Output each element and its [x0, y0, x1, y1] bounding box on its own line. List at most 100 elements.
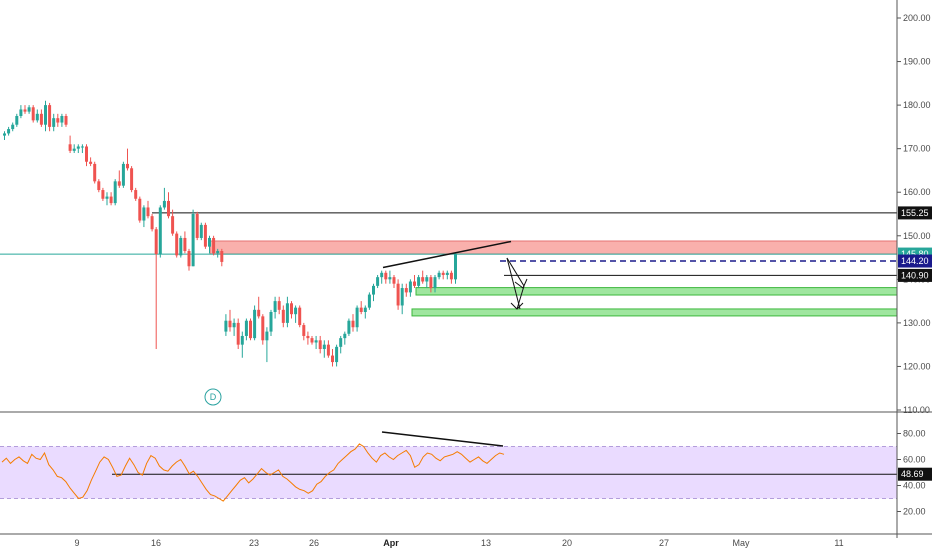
price-axis-tick-label: 180.00 [903, 100, 931, 110]
candle-body [97, 181, 101, 191]
candle-body [277, 301, 281, 310]
candle-body [35, 113, 39, 121]
candle-body [318, 340, 322, 350]
session-marker[interactable]: D [204, 388, 222, 406]
price-axis-tick-label: 110.00 [903, 405, 930, 415]
candle-body [216, 251, 220, 254]
candle-body [162, 200, 166, 208]
candle-body [93, 163, 97, 182]
candle-body [138, 198, 142, 221]
price-axis-label-text: 145.80 [901, 249, 929, 259]
annotations [382, 240, 528, 310]
candle-body [228, 320, 232, 328]
candle-body [117, 181, 121, 186]
candle-body [220, 251, 224, 262]
arrow-head-lower [510, 302, 524, 310]
candle-body [126, 163, 129, 169]
candle-body [199, 224, 203, 238]
candle-body [294, 307, 298, 315]
price-axis-tick-label: 200.00 [903, 13, 931, 23]
green-zone [415, 287, 898, 296]
candle-body [142, 207, 146, 221]
candle-body [437, 272, 441, 278]
candle-body [331, 355, 334, 363]
candle-body [261, 316, 265, 341]
candle-body [15, 116, 19, 125]
candle-body [48, 105, 52, 127]
candle-body [31, 107, 35, 121]
projection-arrow-path-2 [506, 257, 521, 310]
candle-body [158, 207, 162, 255]
time-axis-tick-label: Apr [383, 538, 399, 548]
candle-body [121, 163, 125, 186]
candle-body [179, 237, 183, 256]
price-axis-label: 140.90 [898, 268, 932, 282]
candle-body [322, 344, 326, 350]
candle-body [269, 312, 273, 332]
candle-body [376, 277, 380, 286]
candles [3, 100, 457, 367]
candle-body [339, 338, 343, 347]
candle-body [326, 344, 330, 356]
price-axis-label-text: 155.25 [901, 208, 929, 218]
candle-body [417, 277, 421, 286]
time-axis-tick-label: 27 [659, 538, 669, 548]
candle-body [187, 251, 191, 267]
candle-body [130, 168, 134, 191]
candle-body [89, 161, 93, 164]
candle-body [298, 307, 302, 326]
rsi-axis-tick-label: 80.00 [903, 429, 926, 439]
candle-body [52, 118, 56, 127]
candle-body [39, 113, 43, 125]
candle-body [384, 272, 388, 280]
price-axis-tick-label: 130.00 [903, 318, 931, 328]
candle-body [68, 144, 72, 151]
time-axis-tick-label: 9 [74, 538, 79, 548]
candle-body [203, 224, 207, 247]
candle-body [314, 340, 318, 343]
candle-body [56, 118, 60, 123]
candle-body [429, 277, 433, 289]
candle-body [134, 190, 138, 199]
candle-body [105, 196, 109, 199]
candle-body [257, 309, 261, 317]
session-marker-circle [204, 388, 222, 406]
candle-body [113, 181, 117, 204]
candle-body [154, 229, 158, 255]
candle-body [183, 237, 187, 252]
time-axis-tick-label: 13 [481, 538, 491, 548]
candle-body [380, 272, 384, 278]
price-axis-label-text: 140.90 [901, 270, 929, 280]
candle-body [244, 320, 248, 336]
candle-body [273, 301, 277, 312]
candle-body [11, 124, 15, 130]
candle-body [72, 148, 76, 151]
candle-body [208, 237, 211, 247]
candle-body [60, 116, 64, 123]
candle-body [343, 333, 347, 339]
rsi-panel [0, 431, 897, 502]
rsi-axis-tick-label: 60.00 [903, 455, 926, 465]
arrow-head-upper [514, 278, 528, 289]
candle-body [281, 309, 285, 323]
rsi-axis-label: 48.69 [898, 467, 932, 481]
rsi-axis-tick-label: 40.00 [903, 481, 926, 491]
price-axis-label-box [898, 268, 932, 282]
price-axis-tick-label: 190.00 [903, 57, 931, 67]
candle-body [392, 277, 396, 284]
candle-body [335, 346, 339, 363]
candle-body [236, 322, 240, 345]
candle-body [191, 214, 195, 267]
candle-body [445, 272, 449, 275]
session-marker-label: D [210, 392, 217, 402]
candle-body [175, 233, 179, 256]
candle-body [347, 320, 351, 334]
candle-body [355, 307, 359, 328]
candle-body [27, 107, 31, 112]
rsi-axis-ticks: 80.00 60.00 40.00 20.00 [897, 429, 926, 517]
candle-body [302, 325, 306, 336]
candle-body [404, 288, 408, 293]
candle-body [23, 109, 27, 112]
